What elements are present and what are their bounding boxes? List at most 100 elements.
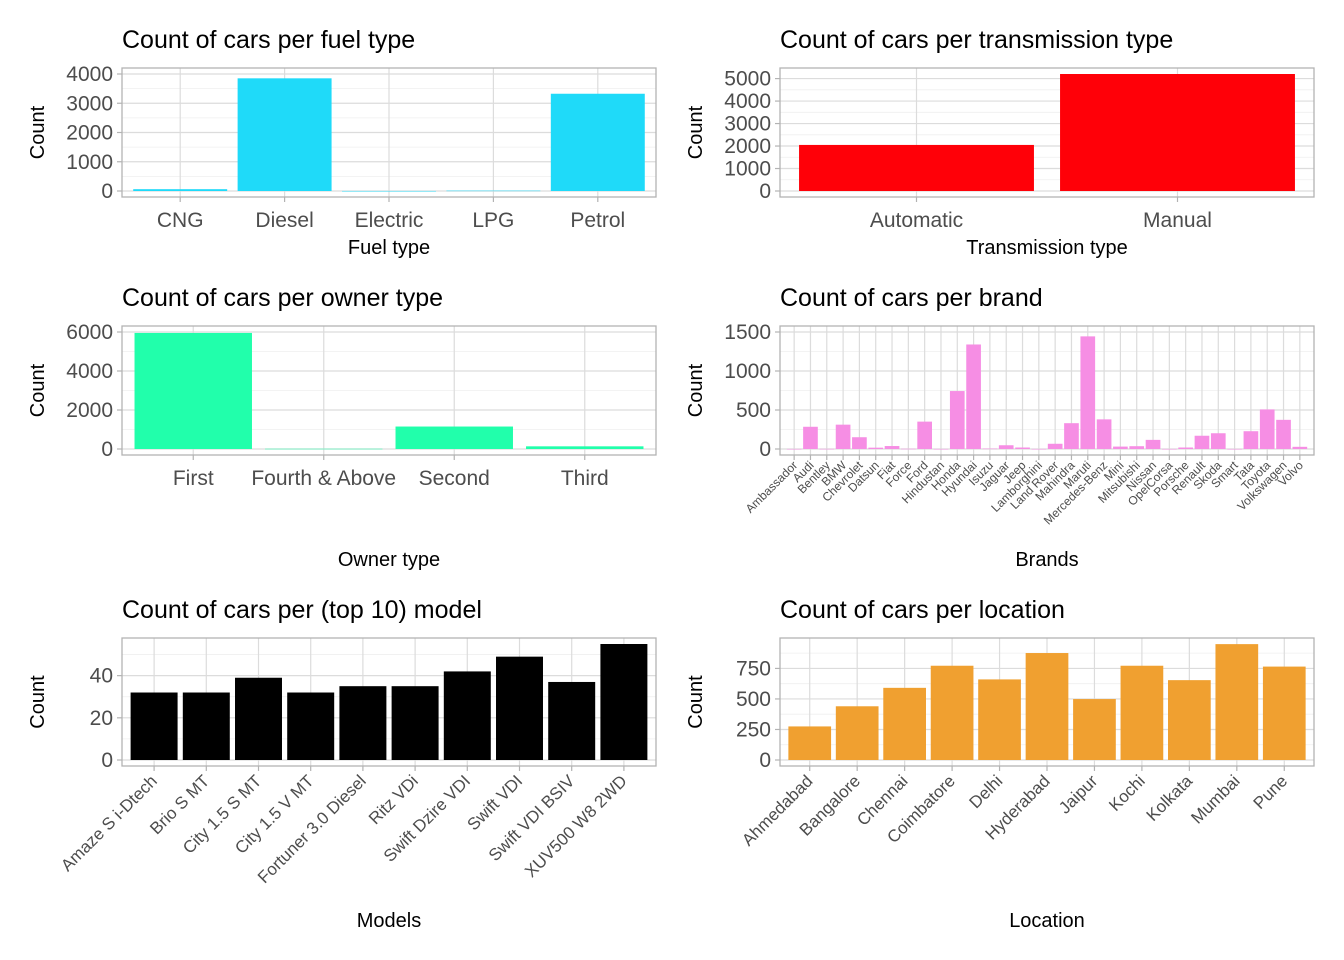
- chart-title: Count of cars per transmission type: [780, 26, 1173, 54]
- x-tick-label: Kolkata: [1143, 771, 1197, 825]
- x-axis-label: Models: [357, 910, 421, 932]
- y-tick-label: 0: [759, 749, 771, 772]
- y-tick-label: 1000: [724, 158, 771, 181]
- x-tick-label: Ambassador: [743, 458, 801, 516]
- chart-title: Count of cars per owner type: [122, 284, 443, 312]
- y-tick-label: 3000: [724, 113, 771, 136]
- y-tick-label: 750: [736, 657, 771, 680]
- y-tick-label: 4000: [724, 90, 771, 113]
- y-axis-label: Count: [27, 675, 49, 729]
- panel-border: [779, 325, 1315, 456]
- bar-fortuner-3-0-diesel: [339, 686, 387, 760]
- bar-cng: [133, 189, 228, 191]
- bar-isuzu: [982, 448, 998, 450]
- bar-bmw: [835, 424, 851, 449]
- x-tick-label: Third: [561, 467, 609, 490]
- bar-ritz-vdi: [391, 686, 439, 760]
- bar-lamborghini: [1031, 448, 1047, 450]
- bar-swift-dzire-vdi: [443, 671, 491, 760]
- bar-third: [526, 446, 644, 449]
- bar-kochi: [1120, 665, 1164, 760]
- bar-first: [134, 332, 252, 449]
- x-tick-label: Diesel: [255, 209, 313, 232]
- bar-bentley: [819, 448, 835, 450]
- x-axis-label: Transmission type: [966, 237, 1128, 259]
- bar-porsche: [1178, 447, 1193, 449]
- bar-delhi: [978, 679, 1021, 760]
- x-tick-label: CNG: [157, 209, 204, 232]
- bar-city-1-5-v-mt: [287, 692, 335, 760]
- panel-border: [779, 67, 1315, 198]
- y-tick-label: 1500: [724, 321, 771, 344]
- chart-panel-3: 050010001500AmbassadorAudiBentleyBMWChev…: [685, 284, 1315, 571]
- chart-panel-0: 0 1000 2000 3000 4000 CNG Diesel Electric LPG Pet…: [27, 26, 657, 259]
- bar-nissan: [1145, 439, 1161, 449]
- y-tick-label: 4000: [66, 63, 113, 86]
- y-tick-label: 250: [736, 718, 771, 741]
- bar-diesel: [237, 78, 332, 191]
- y-tick-label: 0: [101, 180, 113, 203]
- bar-mercedes-benz: [1096, 419, 1112, 449]
- bar-petrol: [550, 93, 645, 191]
- x-tick-label: Jaipur: [1055, 771, 1101, 817]
- x-tick-label: Kochi: [1105, 771, 1149, 815]
- x-axis-label: Fuel type: [348, 237, 430, 259]
- y-tick-label: 2000: [724, 135, 771, 158]
- bar-ambassador: [786, 448, 802, 450]
- bar-ford: [917, 421, 932, 449]
- bar-brio-s-mt: [182, 692, 230, 760]
- x-axis-label: Brands: [1015, 549, 1078, 571]
- bar-pune: [1262, 666, 1306, 760]
- bar-force: [901, 448, 916, 450]
- bar-hyundai: [966, 344, 981, 449]
- chart-title: Count of cars per (top 10) model: [122, 596, 482, 624]
- chart-panel-5: 0250500750AhmedabadBangaloreChennaiCoimb…: [685, 596, 1315, 932]
- y-tick-label: 0: [759, 180, 771, 203]
- x-axis-label: Location: [1009, 910, 1085, 932]
- x-tick-label: Delhi: [966, 771, 1007, 812]
- x-tick-label: Manual: [1143, 209, 1212, 232]
- bar-jaipur: [1073, 699, 1116, 760]
- bar-volvo: [1292, 446, 1308, 449]
- bar-jaguar: [998, 445, 1014, 449]
- y-tick-label: 4000: [66, 360, 113, 383]
- bar-lpg: [446, 190, 541, 192]
- x-tick-label: Second: [419, 467, 490, 490]
- bar-mahindra: [1064, 423, 1079, 449]
- x-tick-label: Mumbai: [1187, 771, 1243, 827]
- bar-automatic: [799, 144, 1034, 191]
- bar-city-1-5-s-mt: [235, 677, 282, 760]
- bar-chennai: [883, 687, 926, 760]
- bar-fiat: [884, 446, 900, 449]
- panel-border: [121, 325, 657, 456]
- bar-swift-vdi: [496, 656, 543, 760]
- y-tick-label: 500: [736, 399, 771, 422]
- x-tick-label: Amaze S i-Dtech: [57, 771, 161, 875]
- y-axis-label: Count: [27, 363, 49, 417]
- bar-hyderabad: [1025, 653, 1069, 760]
- chart-panel-2: 0 2000 4000 6000 First Fourth & Above Second Th…: [27, 284, 657, 571]
- y-tick-label: 3000: [66, 92, 113, 115]
- y-tick-label: 500: [736, 688, 771, 711]
- y-tick-label: 1000: [66, 151, 113, 174]
- y-axis-label: Count: [685, 363, 707, 417]
- bar-ahmedabad: [788, 726, 832, 760]
- chart-title: Count of cars per location: [780, 596, 1065, 624]
- bar-toyota: [1259, 409, 1275, 449]
- bar-land-rover: [1047, 443, 1063, 449]
- bar-tata: [1243, 431, 1259, 449]
- bar-skoda: [1210, 433, 1226, 449]
- x-tick-label: Petrol: [570, 209, 625, 232]
- bar-coimbatore: [930, 665, 974, 760]
- bar-mini: [1113, 446, 1128, 449]
- x-tick-label: Electric: [355, 209, 424, 232]
- bar-bangalore: [835, 706, 879, 760]
- x-tick-label: XUV500 W8 2WD: [521, 771, 631, 881]
- bar-hindustan: [933, 448, 949, 450]
- bar-opelcorsa: [1162, 448, 1177, 450]
- chart-title: Count of cars per fuel type: [122, 26, 415, 54]
- bar-mumbai: [1215, 644, 1259, 760]
- bar-chevrolet: [852, 437, 867, 449]
